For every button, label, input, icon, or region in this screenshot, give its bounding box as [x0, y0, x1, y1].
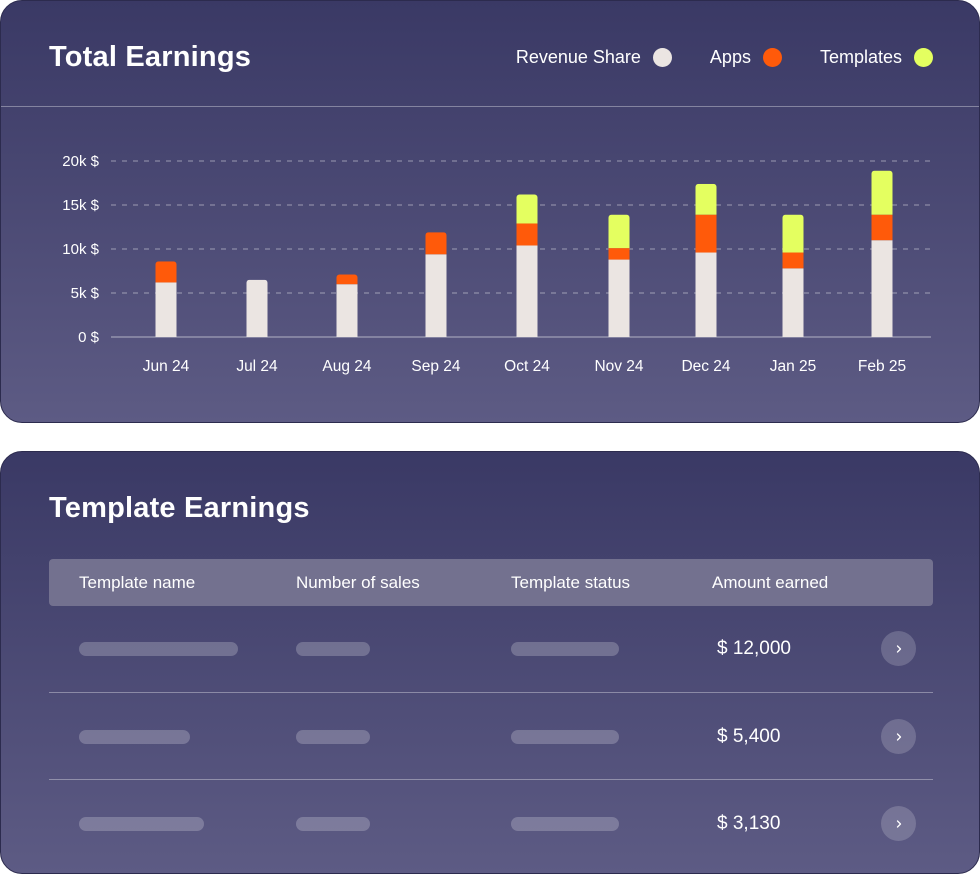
y-tick-label: 5k $ [71, 285, 100, 302]
bar-segment-revenue-share[interactable] [336, 284, 358, 337]
legend-label: Templates [819, 47, 902, 67]
template-name-placeholder [79, 642, 238, 656]
column-header-amount-earned: Amount earned [712, 573, 829, 592]
amount-earned: $ 5,400 [717, 726, 781, 747]
x-tick-label: Dec 24 [681, 358, 730, 375]
legend-swatch [762, 48, 782, 67]
chart-legend: Revenue Share Apps Templates [478, 47, 933, 68]
bar-segment-revenue-share[interactable] [608, 259, 630, 337]
bar-segment-revenue-share[interactable] [782, 268, 804, 337]
row-details-button[interactable] [881, 719, 916, 754]
bar-segment-apps[interactable] [425, 232, 447, 255]
template-name-placeholder [79, 730, 190, 744]
bar-stack-aug-24[interactable] [336, 274, 358, 337]
bar-stack-jul-24[interactable] [246, 279, 268, 337]
bar-segment-templates[interactable] [871, 170, 893, 215]
template-earnings-card: Template Earnings Template name Number o… [0, 451, 980, 874]
column-header-template-status: Template status [511, 573, 631, 592]
bar-stack-jan-25[interactable] [782, 214, 804, 337]
bar-segment-revenue-share[interactable] [246, 279, 268, 337]
y-tick-label: 15k $ [62, 197, 99, 214]
column-header-number-of-sales: Number of sales [296, 573, 420, 592]
x-tick-label: Jan 25 [770, 358, 817, 375]
x-tick-label: Oct 24 [504, 358, 550, 375]
bar-segment-revenue-share[interactable] [155, 282, 177, 337]
bar-segment-revenue-share[interactable] [871, 240, 893, 337]
bar-segment-templates[interactable] [608, 214, 630, 249]
earnings-bar-chart: 0 $ 5k $ 10k $ 15k $ 20k $ Jun 24 Jul 24 Aug 24… [62, 153, 931, 375]
amount-earned: $ 3,130 [717, 813, 781, 834]
bar-segment-apps[interactable] [695, 214, 717, 253]
x-tick-label: Jul 24 [236, 358, 278, 375]
legend-swatch [914, 48, 933, 67]
chevron-right-icon [896, 732, 901, 741]
table-row[interactable]: $ 12,000 [49, 606, 933, 693]
legend-label: Apps [709, 47, 751, 67]
template-earnings-title: Template Earnings [49, 492, 310, 524]
total-earnings-card: Total Earnings Revenue Share Apps Templa… [0, 0, 980, 423]
header-divider [1, 106, 979, 107]
table-row[interactable]: $ 3,130 [49, 780, 933, 867]
bar-segment-templates[interactable] [516, 194, 538, 224]
template-name-placeholder [79, 817, 204, 831]
bar-segment-apps[interactable] [336, 274, 358, 285]
earnings-title: Total Earnings [49, 41, 252, 73]
status-placeholder [511, 642, 619, 656]
bar-stack-feb-25[interactable] [871, 170, 893, 337]
bar-segment-apps[interactable] [871, 214, 893, 241]
legend-item-apps: Apps [710, 47, 782, 68]
legend-item-templates: Templates [820, 47, 933, 68]
row-divider [49, 692, 933, 693]
sales-placeholder [296, 642, 370, 656]
bar-segment-revenue-share[interactable] [516, 245, 538, 337]
bar-segment-templates[interactable] [695, 183, 717, 215]
y-tick-label: 20k $ [62, 153, 99, 170]
bar-segment-revenue-share[interactable] [695, 252, 717, 337]
legend-swatch [652, 48, 672, 67]
x-tick-label: Aug 24 [322, 358, 372, 375]
legend-label: Revenue Share [515, 47, 641, 67]
sales-placeholder [296, 730, 370, 744]
table-header: Template name Number of sales Template s… [49, 559, 933, 606]
bar-segment-templates[interactable] [782, 214, 804, 253]
x-tick-label: Nov 24 [594, 358, 643, 375]
bar-stack-dec-24[interactable] [695, 183, 717, 337]
row-details-button[interactable] [881, 806, 916, 841]
chevron-right-icon [896, 644, 901, 653]
bar-segment-apps[interactable] [782, 252, 804, 269]
bar-segment-apps[interactable] [608, 248, 630, 260]
bar-segment-apps[interactable] [516, 223, 538, 246]
x-tick-label: Jun 24 [143, 358, 190, 375]
x-tick-label: Feb 25 [858, 358, 906, 375]
row-details-button[interactable] [881, 631, 916, 666]
bar-stack-jun-24[interactable] [155, 261, 177, 337]
row-divider [49, 779, 933, 780]
bar-segment-apps[interactable] [155, 261, 177, 283]
legend-item-revenue-share: Revenue Share [516, 47, 672, 68]
table-row[interactable]: $ 5,400 [49, 693, 933, 780]
amount-earned: $ 12,000 [717, 638, 791, 659]
status-placeholder [511, 817, 619, 831]
status-placeholder [511, 730, 619, 744]
bar-stack-nov-24[interactable] [608, 214, 630, 337]
x-tick-label: Sep 24 [411, 358, 461, 375]
y-tick-label: 10k $ [62, 241, 99, 258]
chevron-right-icon [896, 819, 901, 828]
sales-placeholder [296, 817, 370, 831]
bar-stack-oct-24[interactable] [516, 194, 538, 337]
column-header-template-name: Template name [79, 573, 196, 592]
bar-stack-sep-24[interactable] [425, 232, 447, 337]
bar-segment-revenue-share[interactable] [425, 254, 447, 337]
y-tick-label: 0 $ [78, 329, 100, 346]
